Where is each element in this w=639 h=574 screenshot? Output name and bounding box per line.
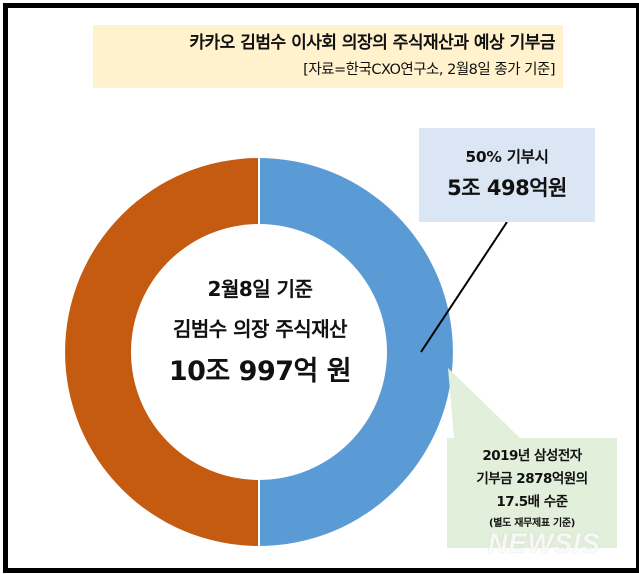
donation-label: 50% 기부시 [465, 148, 549, 166]
blue-callout-leader-line [420, 221, 508, 353]
center-total: 10조 997억 원 [168, 356, 352, 387]
newsis-watermark: NEWSIS [488, 528, 601, 558]
donut-segment-remaining [65, 158, 259, 546]
title-banner: 카카오 김범수 이사회 의장의 주식재산과 예상 기부금 [자료=한국CXO연구… [93, 25, 563, 88]
comparison-line-2: 기부금 2878억원의 [476, 471, 588, 487]
comparison-note: (별도 재무제표 기준) [488, 518, 576, 529]
green-callout-pointer [448, 368, 520, 438]
comparison-callout: 2019년 삼성전자 기부금 2878억원의 17.5배 수준 (별도 재무제표… [447, 438, 617, 548]
center-description: 김범수 의장 주식재산 [172, 317, 348, 341]
comparison-line-3: 17.5배 수준 [496, 494, 568, 510]
chart-title: 카카오 김범수 이사회 의장의 주식재산과 예상 기부금 [189, 33, 555, 53]
comparison-line-1: 2019년 삼성전자 [482, 448, 582, 464]
donut-segment-donation [259, 158, 453, 546]
donut-center-label: 2월8일 기준 김범수 의장 주식재산 10조 997억 원 [131, 272, 389, 392]
donation-amount: 5조 498억원 [447, 176, 567, 200]
center-date: 2월8일 기준 [207, 277, 313, 301]
donation-callout: 50% 기부시 5조 498억원 [419, 128, 595, 222]
chart-source: [자료=한국CXO연구소, 2월8일 종가 기준] [303, 62, 555, 78]
